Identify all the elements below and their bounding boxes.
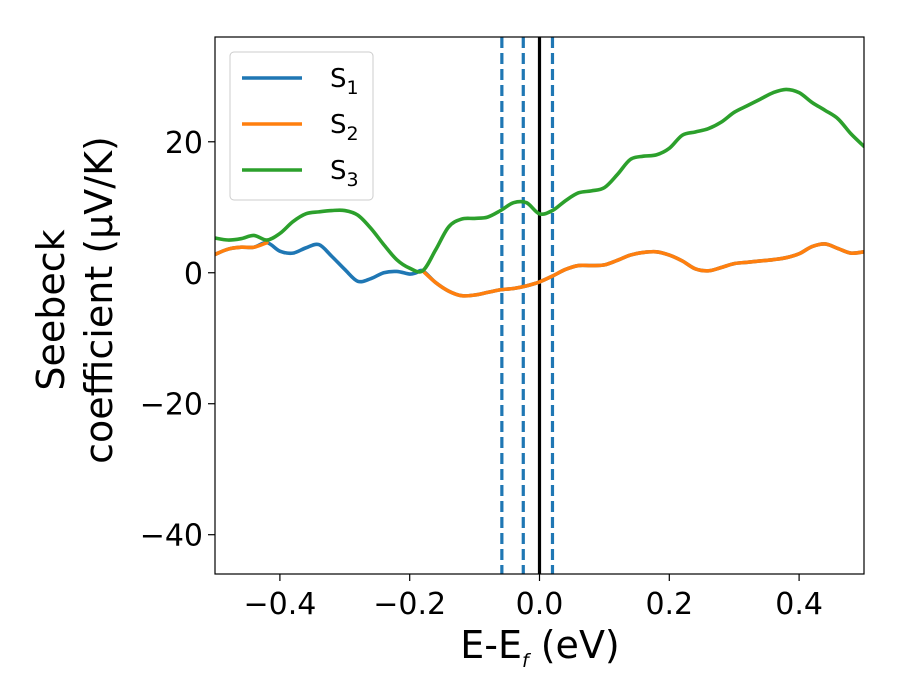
x-tick-label: −0.2: [373, 587, 446, 622]
x-axis: −0.4 −0.2 0.0 0.2 0.4: [243, 574, 823, 622]
plot-area: [215, 37, 864, 574]
legend-entry-s2: S2: [242, 110, 359, 145]
y-tick-label: −40: [140, 519, 203, 554]
series-line-s2: [215, 240, 864, 298]
legend-entry-s3: S3: [242, 156, 359, 191]
x-tick-label: 0.2: [645, 587, 693, 622]
x-axis-label: E-Ef (eV): [460, 623, 620, 672]
legend-label: S3: [330, 156, 359, 191]
y-axis-label-line1: Seebeck: [29, 229, 73, 390]
y-tick-label: 0: [184, 257, 203, 292]
legend-box: [229, 51, 374, 201]
x-tick-label: 0.0: [516, 587, 564, 622]
reference-lines: [500, 37, 555, 574]
legend-label: S2: [330, 110, 359, 145]
y-tick-label: 20: [165, 126, 203, 161]
y-axis: −40 −20 0 20: [140, 126, 215, 554]
series-lines: [215, 87, 864, 298]
y-tick-label: −20: [140, 388, 203, 423]
y-axis-label-line2: coefficient (μV/K): [77, 136, 121, 464]
legend-entry-s1: S1: [242, 64, 359, 99]
x-tick-label: 0.4: [775, 587, 823, 622]
legend-label: S1: [330, 64, 359, 99]
x-tick-label: −0.4: [243, 587, 316, 622]
legend: S1 S2 S3: [229, 51, 374, 201]
series-line-s3: [215, 87, 864, 274]
